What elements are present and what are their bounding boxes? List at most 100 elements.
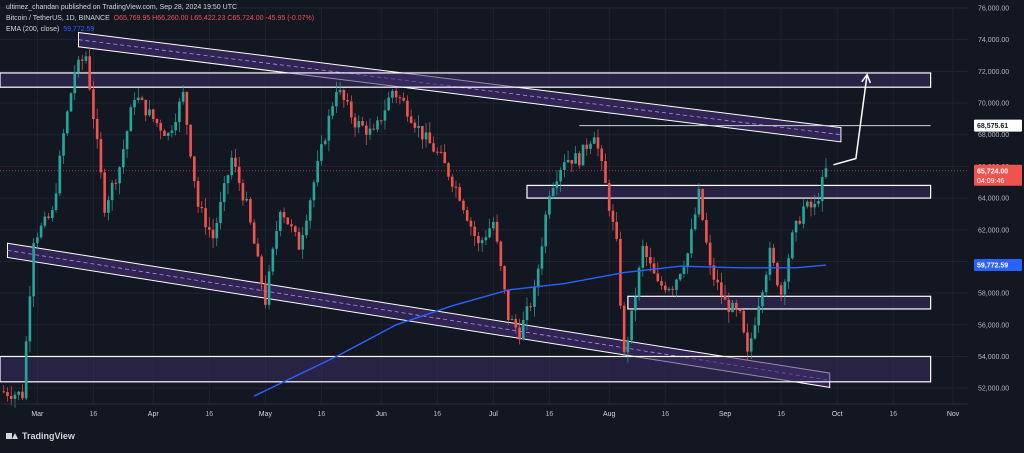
resistance-price-label: 68,575.61 (977, 123, 1008, 130)
candle-body (637, 267, 641, 297)
candle-body (649, 256, 652, 264)
candle-body (738, 309, 742, 311)
candle-body (518, 327, 521, 340)
candle-body (170, 130, 174, 133)
candle-body (107, 200, 110, 213)
candle-body (193, 156, 196, 182)
candle-body (503, 266, 506, 290)
candle-body (630, 310, 633, 341)
candle-body (226, 175, 230, 184)
candle-body (626, 340, 630, 353)
ohlc-values: O65,769.95 H66,260.00 L65,422.23 C65,724… (113, 15, 315, 22)
tradingview-brand[interactable]: TradingView (6, 431, 75, 441)
time-tick-label: 16 (661, 411, 669, 418)
time-tick-label: Jun (376, 411, 387, 418)
time-tick-label: 16 (546, 411, 554, 418)
price-tick-label: 58,000.00 (978, 291, 1009, 298)
candle-body (189, 124, 192, 157)
candle-body (62, 133, 65, 156)
candle-body (185, 92, 189, 125)
candle-body (166, 132, 170, 136)
candle-body (148, 109, 151, 116)
candle-body (151, 109, 155, 119)
candle-body (428, 132, 432, 144)
candle-body (51, 210, 54, 219)
candle-body (357, 121, 361, 128)
candle-body (77, 59, 80, 73)
candle-body (439, 151, 443, 153)
candle-body (346, 99, 349, 102)
candle-body (701, 189, 704, 220)
candle-body (462, 200, 465, 211)
candle-body (424, 132, 428, 140)
candle-body (398, 97, 402, 99)
time-tick-label: Mar (31, 411, 44, 418)
candle-body (290, 224, 293, 227)
candle-body (237, 166, 241, 184)
candle-body (443, 152, 447, 164)
ema-price-label-bg (974, 259, 1022, 272)
candle-body (24, 341, 28, 399)
ema-legend-value: 59,772.59 (63, 26, 95, 33)
horizontal-zone-4 (0, 355, 932, 383)
candle-body (282, 211, 286, 218)
candle-body (783, 281, 787, 295)
candle-body (252, 222, 256, 244)
candle-body (484, 237, 488, 241)
tradingview-logo-icon (6, 432, 18, 440)
candle-body (353, 117, 357, 128)
candle-body (275, 230, 278, 249)
candle-body (757, 306, 761, 326)
candle-body (163, 130, 166, 136)
candle-body (820, 176, 824, 202)
candle-body (118, 167, 121, 184)
candle-body (327, 115, 331, 141)
candle-body (592, 137, 596, 144)
candle-body (798, 220, 802, 224)
ema-legend-label: EMA (200, close) (6, 26, 60, 33)
candle-body (596, 137, 600, 149)
candle-body (391, 90, 394, 98)
candle-body (768, 247, 772, 275)
candle-body (114, 182, 118, 184)
candle-body (342, 90, 346, 100)
candle-body (323, 140, 327, 145)
candle-body (813, 203, 817, 208)
candle-body (80, 59, 84, 61)
candle-body (746, 332, 749, 352)
candle-body (9, 396, 13, 399)
candle-body (510, 318, 514, 320)
candle-body (215, 223, 219, 239)
candle-body (222, 183, 226, 202)
candle-body (742, 310, 746, 333)
current-price-label: 65,724.00 (977, 168, 1008, 175)
current-price-label-countdown: 04:09:46 (977, 178, 1004, 185)
candle-body (712, 265, 716, 280)
ema-200-line (253, 264, 827, 397)
ema-legend: EMA (200, close) 59,772.59 (6, 26, 94, 33)
candle-body (99, 139, 103, 173)
candle-body (656, 273, 660, 282)
candle-body (731, 302, 734, 312)
candle-body (361, 121, 364, 126)
candle-body (383, 110, 387, 121)
candle-body (335, 92, 338, 107)
candle-body (682, 267, 686, 274)
candle-body (559, 169, 562, 182)
projection-arrow (833, 74, 868, 166)
price-tick-label: 72,000.00 (978, 69, 1009, 76)
candle-body (207, 227, 211, 230)
symbol-name: Bitcoin / TetherUS, 1D, BINANCE (6, 15, 110, 22)
candle-body (473, 226, 476, 237)
candle-body (103, 172, 106, 213)
candle-body (678, 273, 682, 280)
time-tick-label: 16 (433, 411, 441, 418)
candle-body (540, 246, 544, 269)
candle-body (32, 243, 35, 297)
candle-body (693, 214, 697, 230)
candle-body (809, 201, 813, 208)
candle-body (338, 90, 342, 93)
candle-body (574, 153, 577, 164)
